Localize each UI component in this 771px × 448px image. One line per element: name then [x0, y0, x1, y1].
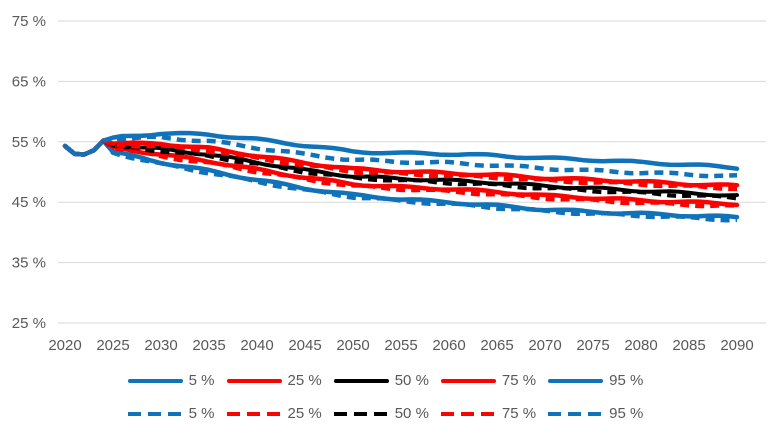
legend-item-solid-95%: 95 % [548, 372, 643, 390]
y-tick-label: 75 % [12, 13, 46, 30]
legend-line-sample-solid [226, 379, 282, 383]
legend-item-dashed-95%: 95 % [548, 405, 643, 423]
legend-item-label: 5 % [188, 372, 215, 389]
legend-line-sample-dashed [226, 412, 282, 416]
series-line-dashed-95% [63, 134, 738, 179]
legend-row-solid: 5 % 25 % 50 % 75 % 95 % [127, 372, 643, 390]
x-tick-label: 2080 [624, 337, 657, 354]
legend-item-dashed-75%: 75 % [440, 405, 537, 423]
x-tick-label: 2045 [288, 337, 321, 354]
x-tick-label: 2085 [672, 337, 705, 354]
legend-item-label: 50 % [394, 372, 429, 389]
legend-line-sample-solid [440, 379, 496, 383]
x-tick-label: 2035 [192, 337, 225, 354]
legend-item-label: 5 % [188, 405, 215, 422]
y-tick-label: 55 % [12, 134, 46, 151]
legend-item-label: 75 % [501, 372, 537, 389]
x-tick-label: 2065 [480, 337, 513, 354]
legend-line-sample-solid [127, 379, 183, 383]
legend-item-label: 95 % [609, 405, 644, 422]
legend-item-solid-50%: 50 % [333, 372, 429, 390]
y-tick-label: 65 % [12, 73, 46, 90]
legend-line-sample-dashed [333, 412, 389, 416]
legend-line-sample-dashed [440, 412, 496, 416]
legend-line-sample-dashed [548, 412, 604, 416]
legend-line-sample-solid [548, 379, 604, 383]
y-tick-label: 45 % [12, 194, 46, 211]
y-tick-label: 35 % [12, 255, 46, 272]
x-tick-label: 2070 [528, 337, 561, 354]
series-line-solid-95% [62, 130, 740, 171]
series-line-dashed-5% [63, 138, 738, 223]
plot-area: 75 % 65 % 55 % 45 % 35 % 25 %2020 2025 2030 2035… [12, 13, 766, 354]
legend-item-solid-25%: 25 % [226, 372, 322, 390]
legend-line-sample-dashed [127, 412, 183, 416]
legend-item-dashed-5%: 5 % [127, 405, 215, 423]
legend-item-label: 75 % [501, 405, 537, 422]
x-tick-label: 2060 [432, 337, 465, 354]
legend-item-dashed-50%: 50 % [333, 405, 429, 423]
series-line-dashed-50% [63, 138, 738, 201]
series-line-solid-25% [62, 138, 740, 208]
legend-item-solid-5%: 5 % [127, 372, 215, 390]
legend-line-sample-solid [333, 379, 389, 383]
x-tick-label: 2040 [240, 337, 273, 354]
x-tick-label: 2025 [96, 337, 129, 354]
legend-row-dashed: 5 % 25 % 50 % 75 % 95 % [127, 405, 643, 423]
legend-item-label: 25 % [287, 405, 322, 422]
y-tick-label: 25 % [12, 315, 46, 332]
series-line-dashed-75% [63, 138, 737, 192]
x-tick-label: 2020 [48, 337, 81, 354]
legend-item-label: 95 % [609, 372, 644, 389]
legend: 5 % 25 % 50 % 75 % 95 % 5 % 25 % 50 % 75 % 95 % [0, 372, 771, 423]
series-line-dashed-25% [63, 138, 738, 209]
legend-item-label: 25 % [287, 372, 322, 389]
x-tick-label: 2075 [576, 337, 609, 354]
legend-item-dashed-25%: 25 % [226, 405, 322, 423]
legend-item-solid-75%: 75 % [440, 372, 537, 390]
x-tick-label: 2055 [384, 337, 417, 354]
x-tick-label: 2090 [720, 337, 753, 354]
x-tick-label: 2030 [144, 337, 177, 354]
legend-item-label: 50 % [394, 405, 429, 422]
x-tick-label: 2050 [336, 337, 369, 354]
